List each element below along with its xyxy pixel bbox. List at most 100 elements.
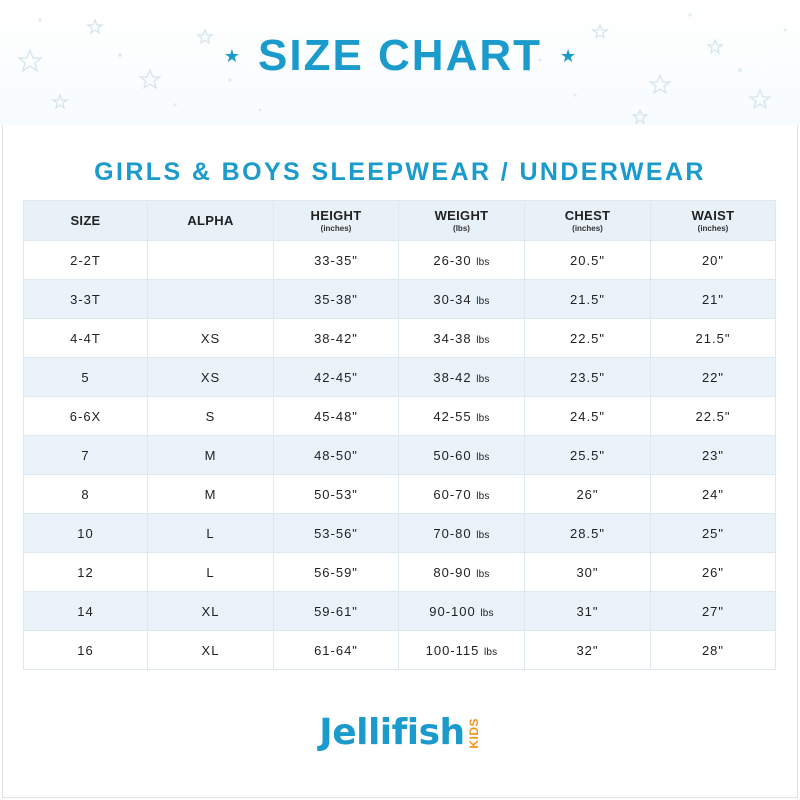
cell-size: 14 (23, 591, 148, 631)
table-body: 2-2T 33-35" 26-30 lbs 20.5" 20" 3-3T 35-38" 30-… (23, 240, 776, 670)
cell-height-value: 35-38" (314, 291, 358, 307)
cell-height: 38-42" (273, 318, 399, 358)
cell-weight-value: 38-42 (433, 369, 472, 385)
cell-weight: 50-60 lbs (398, 435, 525, 475)
cell-weight-value: 50-60 (433, 447, 472, 463)
cell-chest: 24.5" (524, 396, 651, 436)
brand-suffix: KIDS (466, 718, 481, 749)
cell-size-value: 4-4T (70, 330, 101, 346)
cell-alpha-value: XL (201, 603, 220, 619)
cell-alpha-value: XL (201, 642, 220, 658)
cell-waist-value: 21" (701, 291, 725, 307)
cell-size-value: 10 (77, 525, 94, 541)
cell-waist: 26" (650, 552, 776, 592)
cell-chest: 20.5" (524, 240, 651, 280)
cell-size: 10 (23, 513, 148, 553)
cell-alpha: M (147, 474, 274, 514)
cell-weight-value: 70-80 (433, 525, 472, 541)
cell-chest-value: 20.5" (570, 252, 605, 268)
cell-size: 12 (23, 552, 148, 592)
cell-waist: 20" (650, 240, 776, 280)
cell-size: 4-4T (23, 318, 148, 358)
cell-chest: 31" (524, 591, 651, 631)
cell-weight: 38-42 lbs (398, 357, 525, 397)
cell-waist: 21.5" (650, 318, 776, 358)
table-row: 14 XL 59-61" 90-100 lbs 31" 27" (23, 591, 776, 631)
cell-chest: 28.5" (524, 513, 651, 553)
weight-unit-label: lbs (476, 529, 490, 541)
cell-size-value: 3-3T (70, 291, 101, 307)
cell-weight: 70-80 lbs (398, 513, 525, 553)
cell-chest: 22.5" (524, 318, 651, 358)
cell-waist: 22.5" (650, 396, 776, 436)
cell-height-value: 56-59" (314, 564, 358, 580)
cell-weight-value: 30-34 (433, 291, 472, 307)
brand-logo: Jellifish KIDS (0, 712, 800, 753)
cell-weight: 100-115 lbs (398, 630, 525, 670)
chart-subtitle: GIRLS & BOYS SLEEPWEAR / UNDERWEAR (94, 158, 706, 186)
cell-weight-value: 34-38 (433, 330, 472, 346)
title-row: ★ SIZE CHART ★ (0, 28, 800, 84)
cell-alpha: XL (147, 630, 274, 670)
cell-size: 8 (23, 474, 148, 514)
cell-waist: 21" (650, 279, 776, 319)
cell-height-value: 38-42" (314, 330, 358, 346)
cell-weight-value: 60-70 (433, 486, 472, 502)
cell-alpha-value: M (204, 447, 217, 463)
weight-unit-label: lbs (476, 256, 490, 268)
cell-waist-value: 20" (701, 252, 725, 268)
cell-alpha-value: XS (200, 330, 221, 346)
cell-chest-value: 24.5" (570, 408, 605, 424)
cell-waist: 24" (650, 474, 776, 514)
brand-name: Jellifish (319, 712, 465, 753)
cell-weight: 80-90 lbs (398, 552, 525, 592)
weight-unit-label: lbs (476, 412, 490, 424)
cell-alpha-value: M (204, 486, 217, 502)
table-row: 12 L 56-59" 80-90 lbs 30" 26" (23, 552, 776, 592)
cell-height-value: 53-56" (314, 525, 358, 541)
cell-size: 3-3T (23, 279, 148, 319)
cell-height-value: 61-64" (314, 642, 358, 658)
cell-height: 42-45" (273, 357, 399, 397)
weight-unit-label: lbs (480, 607, 494, 619)
column-header-size: SIZE (23, 200, 148, 241)
weight-unit-label: lbs (476, 490, 490, 502)
cell-weight: 34-38 lbs (398, 318, 525, 358)
cell-height: 50-53" (273, 474, 399, 514)
cell-alpha: L (147, 552, 274, 592)
weight-unit-label: lbs (483, 646, 498, 658)
cell-chest: 32" (524, 630, 651, 670)
cell-waist-value: 25" (701, 525, 725, 541)
weight-unit-label: lbs (476, 334, 490, 346)
weight-unit-label: lbs (476, 295, 490, 307)
cell-size: 2-2T (23, 240, 148, 280)
cell-chest-value: 25.5" (570, 447, 605, 463)
cell-waist: 23" (650, 435, 776, 475)
table-row: 3-3T 35-38" 30-34 lbs 21.5" 21" (23, 279, 776, 319)
cell-size-value: 2-2T (70, 252, 101, 268)
cell-waist-value: 27" (701, 603, 725, 619)
table-row: 10 L 53-56" 70-80 lbs 28.5" 25" (23, 513, 776, 553)
cell-alpha: S (147, 396, 274, 436)
cell-waist-value: 22" (701, 369, 725, 385)
cell-alpha-value: S (205, 408, 216, 424)
cell-chest: 26" (524, 474, 651, 514)
star-pattern-decoration (17, 13, 787, 125)
table-row: 2-2T 33-35" 26-30 lbs 20.5" 20" (23, 240, 776, 280)
cell-weight: 42-55 lbs (398, 396, 525, 436)
cell-weight-value: 100-115 (425, 642, 480, 658)
cell-height-value: 33-35" (314, 252, 358, 268)
column-header-alpha: ALPHA (147, 200, 274, 241)
cell-weight-value: 80-90 (433, 564, 472, 580)
cell-size-value: 5 (81, 369, 90, 385)
table-row: 6-6X S 45-48" 42-55 lbs 24.5" 22.5" (23, 396, 776, 436)
cell-weight: 60-70 lbs (398, 474, 525, 514)
page-title: SIZE CHART (258, 31, 542, 80)
cell-height-value: 45-48" (314, 408, 358, 424)
cell-size: 16 (23, 630, 148, 670)
title-star-right-icon: ★ (560, 46, 577, 66)
cell-height-value: 42-45" (314, 369, 358, 385)
table-header-row: SIZE ALPHA HEIGHT (inches) WEIGHT (lbs) … (23, 200, 776, 241)
cell-size: 6-6X (23, 396, 148, 436)
cell-waist: 28" (650, 630, 776, 670)
